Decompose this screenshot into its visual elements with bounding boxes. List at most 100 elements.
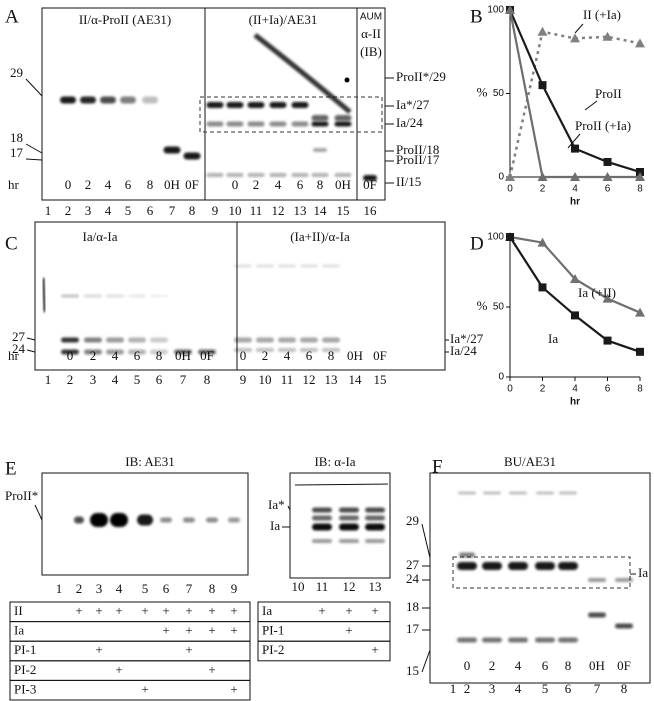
y-axis-label: % [477, 84, 488, 99]
point [538, 81, 547, 90]
gel-band [291, 173, 309, 177]
row-label: Ia [14, 623, 24, 638]
gel-band [322, 337, 340, 343]
time-label: 6 [134, 348, 141, 363]
time-label: 0H [347, 348, 363, 363]
gel-band [459, 552, 475, 558]
time-label: 6 [542, 658, 549, 673]
series-label: Ia [548, 331, 558, 346]
gel-band [278, 264, 296, 268]
gel-band [183, 152, 201, 160]
table-cell: + [208, 603, 215, 618]
gel-band [457, 637, 477, 643]
lane-number: 7 [186, 581, 193, 596]
point [635, 172, 645, 181]
table-cell: + [141, 681, 148, 696]
gel-streak [253, 33, 352, 114]
gel-band [312, 539, 332, 543]
gel-band [137, 514, 153, 526]
table-row [257, 640, 391, 662]
blot-title: BU/AE31 [504, 454, 556, 469]
band-label: Ia [638, 565, 648, 580]
gel-band [106, 294, 124, 298]
time-label: 6 [125, 177, 132, 192]
band-label: ProII*/29 [396, 69, 446, 84]
gel-band [226, 173, 244, 177]
x-tick-label: 6 [605, 184, 611, 195]
point [505, 172, 515, 181]
gel-band [150, 349, 168, 355]
time-label: 8 [328, 348, 335, 363]
gel-band [163, 146, 181, 154]
lane-number: 8 [209, 581, 216, 596]
gel-band [84, 337, 102, 343]
panel-letter: B [470, 6, 483, 27]
gel-band [206, 102, 224, 108]
size-marker: 29 [10, 65, 23, 80]
series-line [509, 236, 641, 353]
row-label: PI-2 [14, 662, 36, 677]
y-tick-label: 100 [487, 5, 504, 16]
gel-band [334, 173, 352, 177]
gel-band [311, 173, 329, 177]
gel-band [588, 578, 606, 582]
y-tick-label: 50 [493, 302, 505, 313]
point [571, 311, 579, 320]
table-row [9, 640, 251, 662]
table-cell: + [185, 642, 192, 657]
row-label: PI-2 [262, 642, 284, 657]
gel-band [339, 523, 359, 531]
point [537, 172, 548, 181]
marker-line [25, 143, 43, 154]
lane-number: 15 [374, 372, 387, 387]
gel-band [150, 294, 168, 298]
time-label: 2 [90, 348, 97, 363]
gel-band [312, 523, 332, 531]
gel-band [365, 523, 385, 531]
point [603, 336, 612, 345]
gel-band [256, 348, 274, 352]
point [636, 347, 644, 356]
point [537, 26, 548, 36]
lane-number: 2 [65, 203, 72, 218]
gel-band [234, 348, 252, 352]
lane-number: 4 [116, 581, 123, 596]
table-cell: + [185, 603, 192, 618]
point [570, 274, 580, 283]
series-label: ProII [595, 86, 622, 101]
gel-band [247, 102, 265, 108]
gel-band [269, 121, 287, 127]
size-marker: 17 [406, 621, 420, 636]
lane-number: 6 [147, 203, 154, 218]
blot-title: IB: α-Ia [314, 454, 355, 469]
gel-band [508, 562, 528, 570]
gel-band [322, 264, 340, 268]
size-marker: 24 [406, 571, 420, 586]
lane-number: 4 [105, 203, 112, 218]
lane-title: (II+Ia)/AE31 [249, 12, 318, 27]
gel-band [183, 517, 195, 523]
x-tick-label: 4 [572, 384, 578, 395]
gel-band [615, 623, 633, 629]
time-label: 0F [373, 348, 387, 363]
panel-letter: D [470, 233, 484, 254]
table-cell: + [208, 662, 215, 677]
lane-number: 8 [204, 372, 211, 387]
gel-band [256, 337, 274, 343]
table-cell: + [230, 681, 237, 696]
time-label: 0H [589, 658, 605, 673]
gel-band [558, 637, 578, 643]
lane-number: 2 [464, 681, 471, 696]
lane-title: α-II [361, 26, 381, 41]
y-tick-label: 50 [493, 88, 505, 99]
gel-band [300, 348, 318, 352]
label-arrow [574, 23, 584, 34]
gel-line [294, 483, 389, 486]
gel-smear [41, 277, 47, 313]
time-label: 4 [112, 348, 119, 363]
time-label: 2 [253, 177, 260, 192]
gel-band [339, 515, 359, 521]
gel-band [291, 102, 309, 108]
gel-band [588, 612, 606, 618]
gel-band [311, 121, 329, 127]
